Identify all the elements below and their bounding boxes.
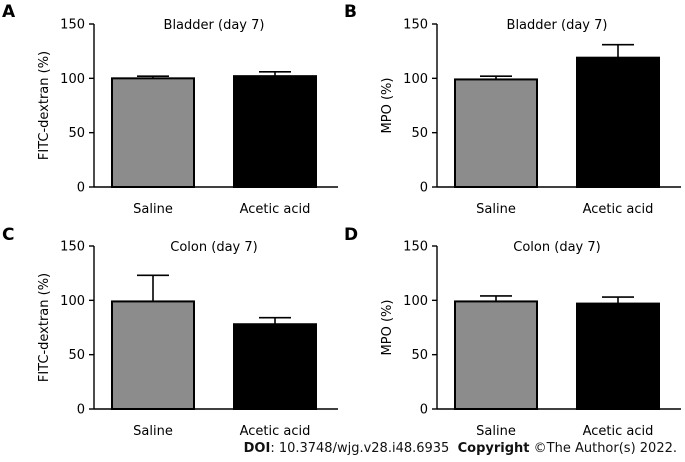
bar-acetic-acid: [233, 75, 317, 188]
bar-acetic-acid: [576, 56, 660, 189]
chart-title: Colon (day 7): [513, 240, 600, 255]
footer-citation: DOI: 10.3748/wjg.v28.i48.6935 Copyright …: [244, 441, 677, 456]
chart-panel-c: C Colon (day 7) FITC-dextran (%) 0 50 100 150 S…: [2, 225, 338, 439]
y-tick-label: 0: [420, 181, 428, 196]
y-tick-label: 150: [60, 240, 85, 255]
chart-panel-a: A Bladder (day 7) FITC-dextran (%) 0 50 100 15…: [2, 2, 338, 217]
bar-saline: [454, 78, 538, 188]
chart-panel-d: D Colon (day 7) MPO (%) 0 50 100 150 Saline Acet…: [344, 225, 681, 439]
y-axis-label: FITC-dextran (%): [37, 51, 52, 160]
chart-title: Bladder (day 7): [507, 18, 608, 33]
y-tick-label: 0: [420, 403, 428, 418]
bar-saline: [111, 77, 195, 188]
chart-title: Colon (day 7): [170, 240, 257, 255]
y-tick-label: 150: [403, 18, 428, 33]
y-axis-label: MPO (%): [380, 78, 395, 134]
y-tick-label: 50: [68, 348, 85, 363]
bar-saline: [111, 300, 195, 411]
copyright-text: ©The Author(s) 2022.: [529, 441, 677, 456]
bar-acetic-acid: [576, 302, 660, 410]
y-axis-label: MPO (%): [380, 300, 395, 356]
copyright-label: Copyright: [457, 441, 530, 456]
x-tick-label: Saline: [133, 424, 173, 439]
y-tick-label: 100: [403, 294, 428, 309]
panel-letter: A: [2, 2, 16, 22]
bar-saline: [454, 300, 538, 411]
y-tick-label: 100: [403, 72, 428, 87]
x-tick-label: Saline: [133, 202, 173, 217]
y-tick-label: 0: [77, 181, 85, 196]
x-tick-label: Acetic acid: [240, 424, 311, 439]
doi-label: DOI: [243, 441, 271, 456]
chart-title: Bladder (day 7): [164, 18, 265, 33]
x-tick-label: Acetic acid: [583, 424, 654, 439]
y-tick-label: 100: [60, 294, 85, 309]
y-tick-label: 150: [403, 240, 428, 255]
y-tick-label: 50: [411, 126, 428, 141]
chart-panel-b: B Bladder (day 7) MPO (%) 0 50 100 150 Saline Ac…: [344, 2, 681, 217]
x-tick-label: Acetic acid: [583, 202, 654, 217]
y-tick-label: 100: [60, 72, 85, 87]
panel-letter: B: [344, 2, 357, 22]
doi-text: : 10.3748/wjg.v28.i48.6935: [270, 441, 450, 456]
x-tick-label: Saline: [476, 202, 516, 217]
panel-letter: D: [344, 225, 358, 245]
x-tick-label: Acetic acid: [240, 202, 311, 217]
y-tick-label: 50: [68, 126, 85, 141]
y-tick-label: 50: [411, 348, 428, 363]
y-tick-label: 150: [60, 18, 85, 33]
y-tick-label: 0: [77, 403, 85, 418]
y-axis-label: FITC-dextran (%): [37, 273, 52, 382]
bar-acetic-acid: [233, 323, 317, 410]
panel-letter: C: [2, 225, 14, 245]
x-tick-label: Saline: [476, 424, 516, 439]
